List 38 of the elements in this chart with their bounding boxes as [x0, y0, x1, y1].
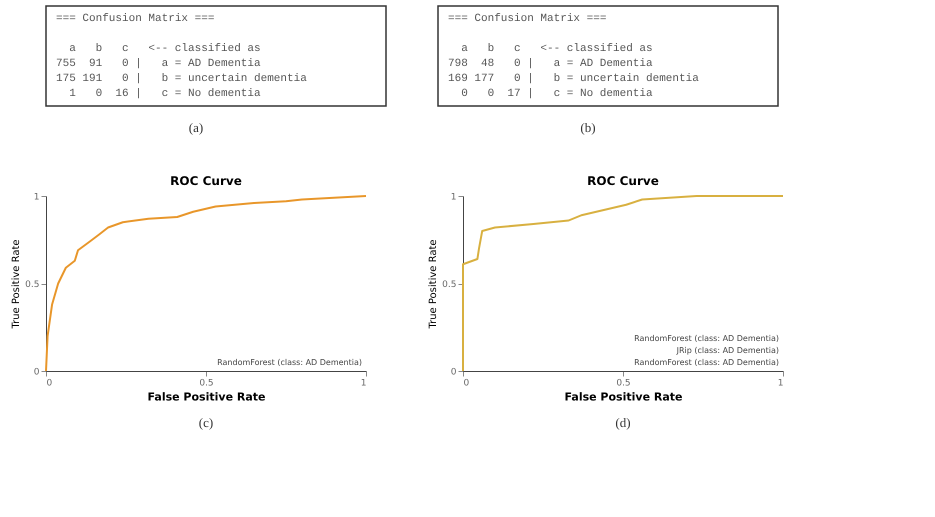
text: 169 177 0 | b = uncertain dementia — [448, 73, 699, 85]
x-tick-label: 0.5 — [199, 378, 214, 388]
y-tick-label: 0.5 — [25, 280, 40, 290]
y-tick-label: 0.5 — [442, 280, 456, 290]
line-series — [462, 195, 784, 372]
text: a b c <-- classified as — [69, 43, 261, 55]
y-tick-label: 1 — [450, 192, 456, 202]
text: 175 191 0 | b = uncertain dementia — [56, 73, 307, 85]
x-tick-label: 1 — [778, 378, 784, 388]
y-axis-title: True Positive Rate — [11, 239, 22, 330]
text: 1 0 16 | c = No dementia — [69, 88, 261, 100]
text: (b) — [580, 120, 596, 135]
y-tick-label: 0 — [450, 368, 457, 378]
chart-title: ROC Curve — [170, 174, 242, 188]
x-axis-title: False Positive Rate — [564, 390, 682, 404]
x-tick-label: 0.5 — [616, 378, 631, 388]
text: 755 91 0 | a = AD Dementia — [56, 58, 261, 70]
annotation: RandomForest (class: AD Dementia) — [634, 334, 779, 343]
text: 0 0 17 | c = No dementia — [461, 88, 653, 100]
x-tick-label: 0 — [464, 378, 470, 388]
annotation: RandomForest (class: AD Dementia) — [217, 358, 362, 367]
annotation: RandomForest (class: AD Dementia) — [634, 358, 779, 367]
annotation: JRip (class: AD Dementia) — [676, 346, 779, 355]
text: (a) — [188, 120, 204, 135]
y-tick-label: 1 — [34, 192, 40, 202]
y-axis-title: True Positive Rate — [428, 239, 440, 330]
chart-title: ROC Curve — [587, 174, 659, 188]
x-tick-label: 1 — [360, 378, 366, 388]
text: === Confusion Matrix === — [448, 13, 606, 25]
x-axis-title: False Positive Rate — [148, 390, 266, 404]
text: (c) — [198, 415, 214, 430]
line-series — [45, 195, 367, 372]
x-tick-label: 0 — [46, 378, 52, 388]
text: (d) — [615, 415, 631, 430]
text: === Confusion Matrix === — [56, 13, 214, 25]
text: a b c <-- classified as — [461, 43, 653, 55]
y-tick-label: 0 — [34, 368, 40, 378]
text: 798 48 0 | a = AD Dementia — [448, 58, 653, 70]
